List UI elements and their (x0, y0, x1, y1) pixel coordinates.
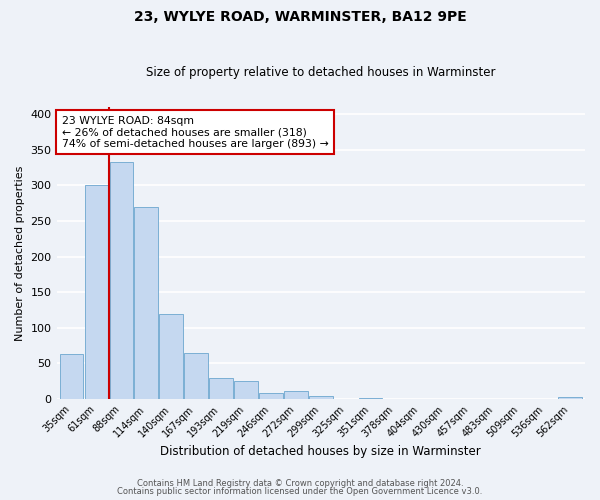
Bar (134, 207, 158, 399)
X-axis label: Distribution of detached houses by size in Warminster: Distribution of detached houses by size … (160, 444, 481, 458)
Bar (558, 397, 582, 399)
Bar (284, 391, 308, 399)
Bar (59, 354, 83, 399)
Text: 23 WYLYE ROAD: 84sqm
← 26% of detached houses are smaller (318)
74% of semi-deta: 23 WYLYE ROAD: 84sqm ← 26% of detached h… (62, 116, 329, 149)
Bar (85, 186, 108, 399)
Y-axis label: Number of detached properties: Number of detached properties (15, 166, 25, 341)
Bar (309, 396, 332, 399)
Bar (234, 382, 258, 399)
Title: Size of property relative to detached houses in Warminster: Size of property relative to detached ho… (146, 66, 496, 80)
Bar (359, 398, 382, 399)
Bar (209, 378, 233, 399)
Text: 23, WYLYE ROAD, WARMINSTER, BA12 9PE: 23, WYLYE ROAD, WARMINSTER, BA12 9PE (134, 10, 466, 24)
Bar (184, 353, 208, 399)
Text: Contains HM Land Registry data © Crown copyright and database right 2024.: Contains HM Land Registry data © Crown c… (137, 478, 463, 488)
Bar (160, 314, 183, 399)
Text: Contains public sector information licensed under the Open Government Licence v3: Contains public sector information licen… (118, 487, 482, 496)
Bar (259, 394, 283, 399)
Bar (110, 162, 133, 399)
